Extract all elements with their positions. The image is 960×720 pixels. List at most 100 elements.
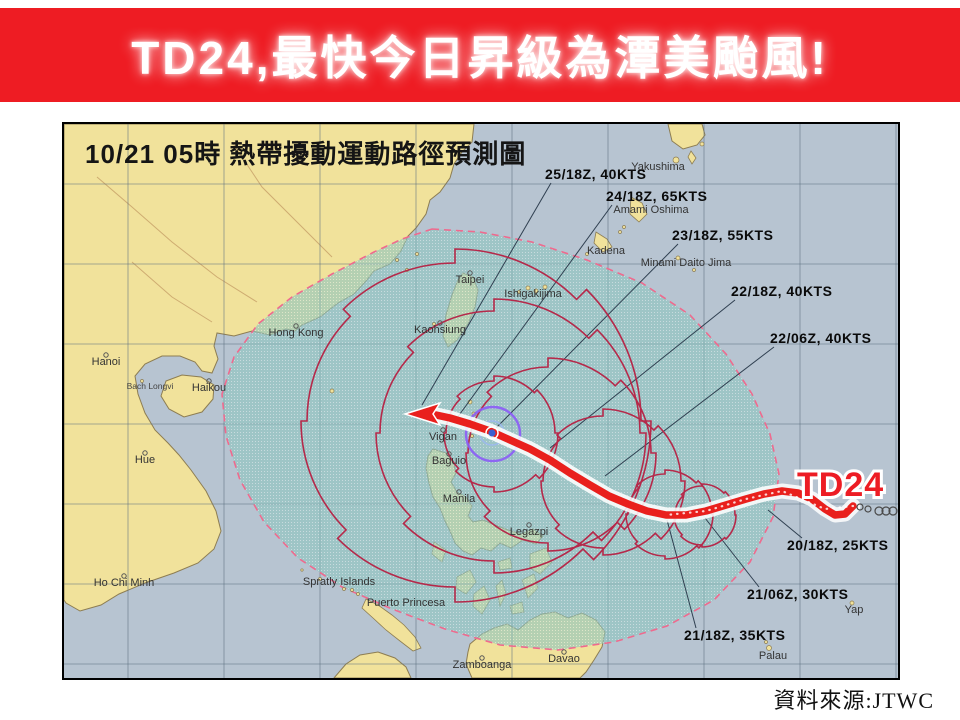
small-island [140,379,144,383]
small-island [318,577,322,581]
landmass-palawan [361,598,422,652]
leader-line [421,182,552,406]
place-label: Taipei [456,274,485,286]
city-marker [467,270,473,276]
place-label: Legazpi [510,526,549,538]
small-island [692,268,696,272]
forecast-time-intensity-label: 21/06Z, 30KTS [747,586,848,602]
city-marker [121,573,127,579]
leader-line [767,509,803,539]
map-labels: 25/18Z, 40KTS 24/18Z, 65KTS 23/18Z, 55KTS 2… [92,161,888,671]
small-island [432,322,436,326]
past-position-icon [874,506,884,516]
small-island [517,290,521,294]
city-marker [206,378,212,384]
small-island [300,568,304,572]
wind-radii-arc [300,248,652,603]
forecast-time-intensity-label: 22/06Z, 40KTS [770,330,871,346]
small-island [470,434,474,438]
small-island [585,252,589,256]
place-label: Vigan [429,431,457,443]
city-marker [446,451,452,457]
place-label: Haikou [192,382,226,394]
small-island [622,225,626,229]
place-label: Manila [443,493,476,505]
landmass-china-vietnam [64,124,475,612]
landmass-amami [629,196,648,223]
small-island [525,285,531,291]
small-island [395,258,399,262]
place-label: Hong Kong [268,327,323,339]
storm-center-dot [488,429,496,437]
track-arrowhead [402,401,442,427]
landmass-kyushu [667,124,706,150]
past-position-icon [864,505,872,513]
wind-radii-arc [443,375,559,493]
small-island [672,156,680,164]
city-marker [526,522,532,528]
place-label: Zamboanga [453,659,513,671]
forecast-time-intensity-label: 23/18Z, 55KTS [672,227,773,243]
place-label: Davao [548,653,580,665]
track-line [432,411,857,519]
landmass-borneo [333,651,412,678]
forecast-time-intensity-label: 22/18Z, 40KTS [731,283,832,299]
past-position-icon [888,506,898,516]
small-island [542,284,548,290]
forecast-map-svg: 25/18Z, 40KTS 24/18Z, 65KTS 23/18Z, 55KTS 2… [64,124,898,678]
small-island [329,388,335,394]
place-label: Palau [759,650,787,662]
data-source-credit: 資料來源:JTWC [773,688,934,713]
small-island [849,600,855,606]
city-marker [561,649,567,655]
small-island [764,640,768,644]
wind-radii-arc [465,357,657,552]
leader-line [549,299,736,449]
place-label: Spratly Islands [303,576,376,588]
past-position-icon [881,506,891,516]
city-marker [456,489,462,495]
forecast-map: 25/18Z, 40KTS 24/18Z, 65KTS 23/18Z, 55KTS 2… [62,122,900,680]
leader-line [604,346,775,477]
forecast-time-intensity-label: 21/18Z, 35KTS [684,627,785,643]
leader-line [704,517,760,588]
small-island [533,288,539,294]
headline-text: TD24,最快今日昇級為潭美颱風! [131,32,829,84]
river-line [231,141,333,258]
small-island [618,230,622,234]
river-line [131,261,213,323]
place-label: Kaohsiung [414,324,466,336]
place-label: Kadena [587,245,626,257]
landmass-okinawa [593,231,613,253]
forecast-time-intensity-label: 25/18Z, 40KTS [545,166,646,182]
small-island [675,255,681,261]
place-label: Minami Daito Jima [641,257,732,269]
river-line [96,176,258,303]
city-marker [437,320,443,326]
place-label: Ishigakijima [504,288,562,300]
uncertainty-region-border [221,228,780,651]
place-label: Bach Longvi [127,381,174,391]
map-title: 10/21 05時 熱帶擾動運動路徑預測圖 [85,139,526,169]
storm-name-label: TD24 [797,466,884,504]
center-dot-ring [485,426,499,440]
forecast-time-intensity-label: 24/18Z, 65KTS [606,188,707,204]
small-island [766,645,772,651]
small-island [415,252,419,256]
place-label: Yakushima [631,161,685,173]
city-marker [440,427,446,433]
small-island [356,592,360,596]
city-marker [103,352,109,358]
past-position-icon [856,503,864,511]
forecast-time-intensity-label: 20/18Z, 25KTS [787,537,888,553]
city-marker [479,655,485,661]
wind-radii-arc [375,298,647,574]
place-label: Amami Oshima [613,204,689,216]
city-marker [142,450,148,456]
small-island [699,141,705,147]
place-label: Hanoi [92,356,121,368]
place-label: Baguio [432,455,466,467]
headline-banner: TD24,最快今日昇級為潭美颱風! [0,8,960,102]
small-island [350,588,354,592]
